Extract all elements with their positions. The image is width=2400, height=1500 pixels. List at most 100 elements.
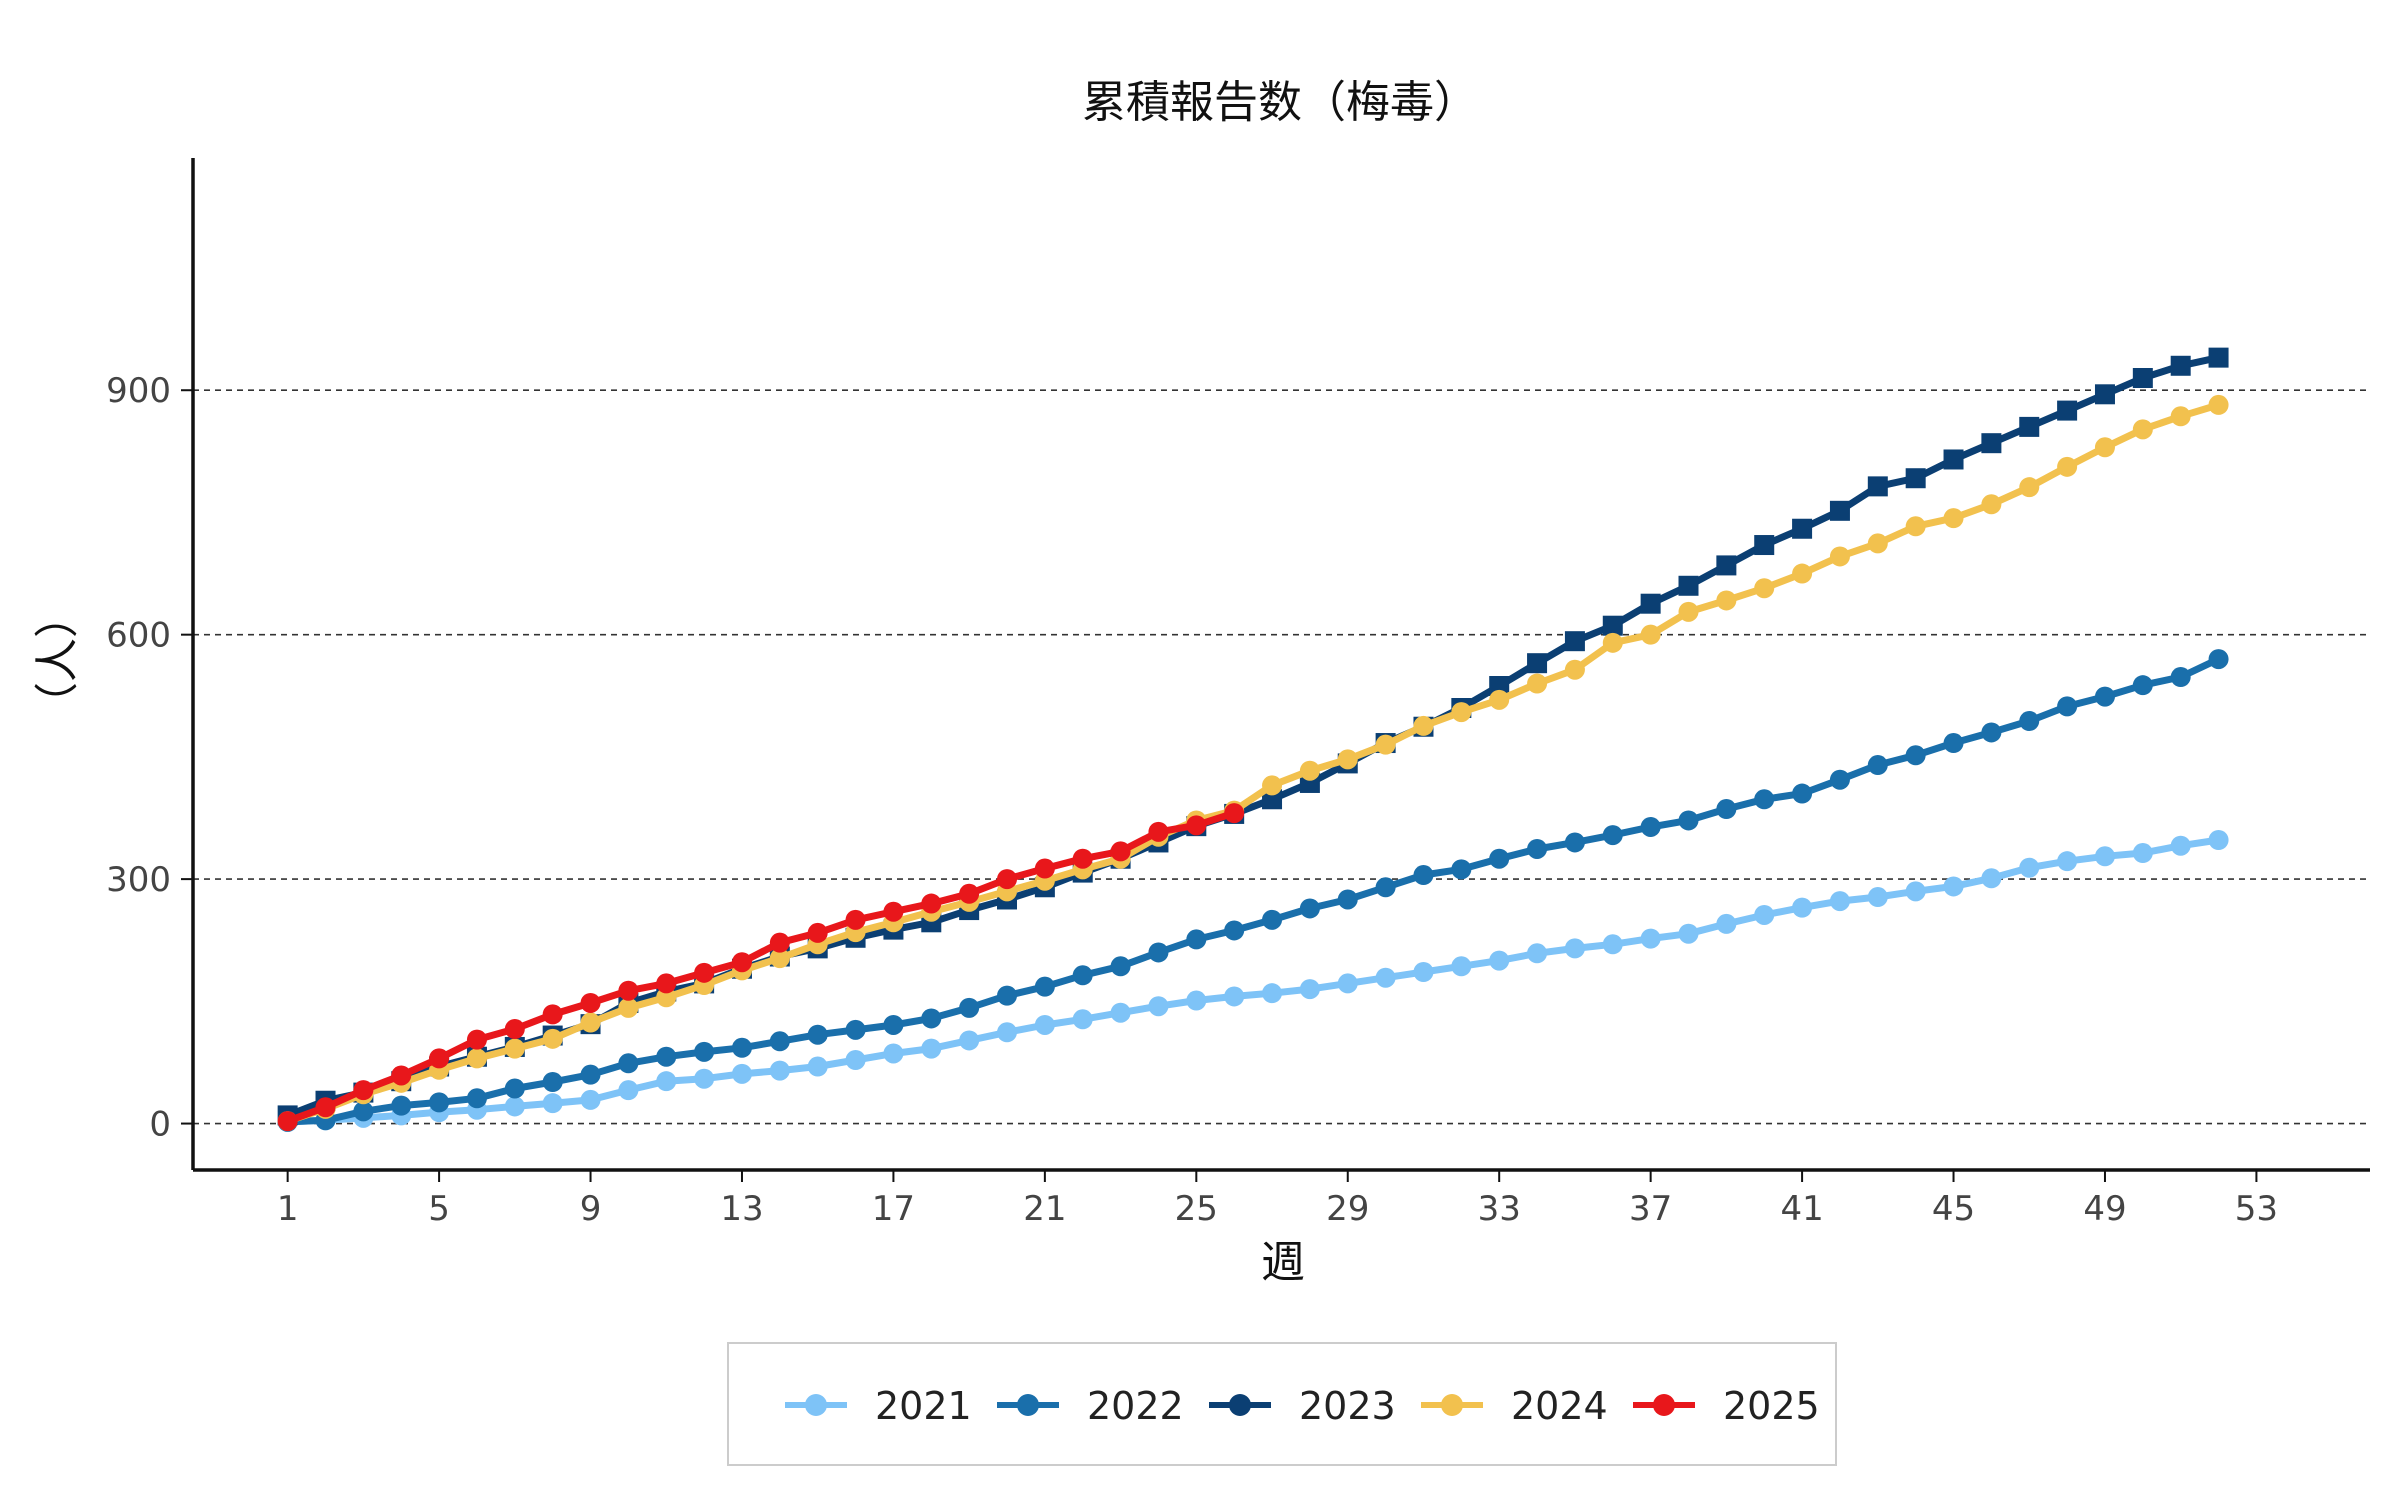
data-point-2024 (1792, 563, 1813, 584)
data-point-2022 (1262, 909, 1283, 930)
data-point-2022 (353, 1101, 374, 1122)
series-line-2022 (284, 655, 2223, 1126)
data-point-2021 (1981, 868, 2002, 889)
data-point-2023 (1905, 468, 1926, 489)
data-point-2021 (997, 1022, 1018, 1043)
data-point-2021 (731, 1063, 752, 1084)
data-point-2025 (277, 1111, 298, 1132)
data-point-2022 (1451, 859, 1472, 880)
data-point-2023 (2094, 384, 2115, 405)
x-tick-label: 17 (872, 1189, 915, 1229)
data-point-2024 (2208, 394, 2229, 415)
x-tick-label: 53 (2235, 1189, 2278, 1229)
data-point-2022 (1564, 832, 1585, 853)
data-point-2024 (769, 948, 790, 969)
x-tick-label: 41 (1780, 1189, 1823, 1229)
x-tick-label: 29 (1326, 1189, 1369, 1229)
data-point-2021 (769, 1060, 790, 1081)
x-tick-label: 49 (2083, 1189, 2126, 1229)
data-point-2025 (845, 909, 866, 930)
data-point-2022 (997, 985, 1018, 1006)
x-tick-label: 9 (580, 1189, 602, 1229)
data-point-2022 (1678, 810, 1699, 831)
data-point-2023 (1678, 575, 1699, 596)
data-point-2025 (353, 1080, 374, 1101)
data-point-2024 (656, 987, 677, 1008)
data-point-2025 (618, 980, 639, 1001)
x-tick-label: 25 (1175, 1189, 1218, 1229)
data-point-2024 (1602, 632, 1623, 653)
data-point-2021 (1148, 996, 1169, 1017)
data-point-2023 (1640, 593, 1661, 614)
data-point-2022 (2057, 696, 2078, 717)
series-layer (277, 347, 2229, 1132)
data-point-2021 (959, 1030, 980, 1051)
data-point-2024 (1678, 601, 1699, 622)
y-tick-label: 900 (106, 371, 171, 411)
legend-label: 2021 (875, 1384, 972, 1428)
series-2025 (277, 803, 1245, 1132)
y-tick-label: 300 (106, 860, 171, 900)
data-point-2023 (2132, 368, 2153, 388)
data-point-2024 (618, 997, 639, 1018)
data-point-2023 (1943, 449, 1964, 470)
data-point-2025 (391, 1065, 412, 1086)
data-point-2022 (1148, 942, 1169, 963)
data-point-2025 (694, 962, 715, 983)
data-point-2021 (1867, 887, 1888, 908)
data-point-2021 (2208, 830, 2229, 850)
x-tick-label: 21 (1023, 1189, 1066, 1229)
data-point-2021 (807, 1056, 828, 1077)
data-point-2021 (1527, 943, 1548, 964)
data-point-2022 (2094, 686, 2115, 707)
data-point-2025 (921, 893, 942, 914)
data-point-2023 (1981, 433, 2002, 454)
data-point-2024 (1829, 546, 1850, 567)
data-point-2025 (1186, 815, 1207, 836)
data-point-2021 (1564, 938, 1585, 959)
data-point-2023 (2170, 355, 2191, 376)
data-point-2025 (883, 901, 904, 922)
data-point-2025 (315, 1097, 336, 1118)
data-point-2022 (769, 1031, 790, 1052)
data-point-2021 (1943, 876, 1964, 897)
data-point-2025 (1110, 841, 1131, 862)
data-point-2025 (504, 1019, 525, 1040)
grid-lines (193, 389, 2370, 1125)
x-tick-label: 1 (277, 1189, 299, 1229)
legend-label: 2023 (1299, 1384, 1396, 1428)
data-point-2021 (921, 1038, 942, 1059)
data-point-2024 (2132, 419, 2153, 440)
data-point-2023 (2019, 416, 2040, 437)
data-point-2025 (1148, 821, 1169, 842)
legend: 2021 2022 2023 2024 2025 (727, 1342, 1837, 1466)
legend-item-2021: 2021 (785, 1384, 972, 1428)
legend-label: 2024 (1511, 1384, 1608, 1428)
data-point-2024 (1413, 715, 1434, 736)
data-point-2025 (731, 952, 752, 973)
legend-swatch-marker (805, 1394, 827, 1416)
data-point-2022 (1489, 848, 1510, 869)
data-point-2023 (2208, 347, 2229, 368)
data-point-2025 (1034, 858, 1055, 879)
data-point-2024 (1451, 702, 1472, 723)
data-point-2022 (1072, 965, 1093, 986)
data-point-2022 (1754, 789, 1775, 810)
data-point-2021 (1489, 950, 1510, 971)
legend-items: 2021 2022 2023 2024 2025 (785, 1384, 1820, 1428)
data-point-2022 (731, 1037, 752, 1058)
data-point-2022 (959, 997, 980, 1018)
data-point-2022 (1110, 956, 1131, 977)
series-line-2024 (284, 401, 2223, 1125)
data-point-2021 (1678, 923, 1699, 944)
x-tick-label: 33 (1478, 1189, 1521, 1229)
data-point-2023 (1867, 476, 1888, 497)
data-point-2021 (1299, 979, 1320, 1000)
data-point-2022 (2019, 711, 2040, 732)
data-point-2021 (542, 1093, 563, 1114)
legend-label: 2022 (1087, 1384, 1184, 1428)
data-point-2022 (921, 1008, 942, 1029)
data-point-2021 (1375, 967, 1396, 988)
data-point-2022 (429, 1092, 450, 1113)
